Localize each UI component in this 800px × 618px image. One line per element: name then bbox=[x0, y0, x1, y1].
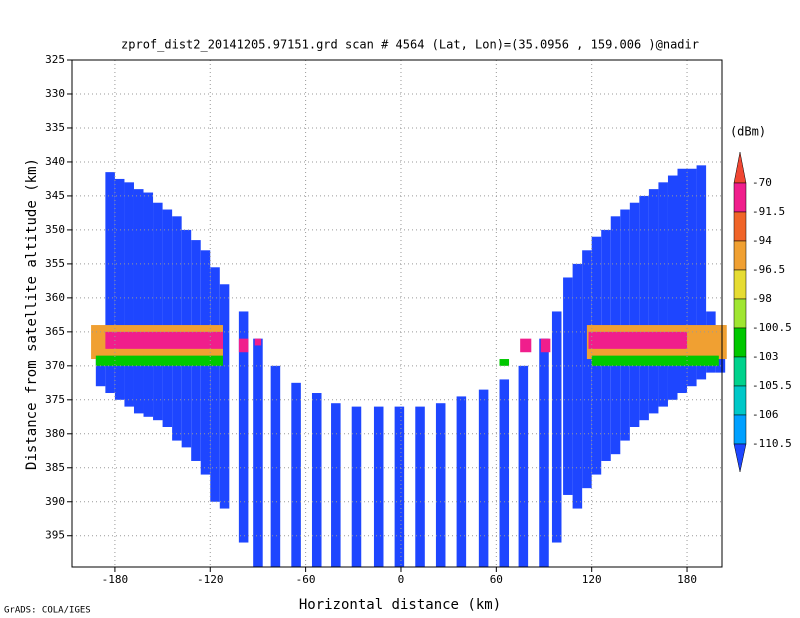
colorbar-label: -94 bbox=[752, 234, 772, 247]
colorbar-segment bbox=[733, 182, 747, 213]
y-tick-label: 335 bbox=[45, 121, 65, 134]
colorbar-segment bbox=[733, 269, 747, 300]
data-column bbox=[270, 365, 281, 567]
colorbar-top bbox=[733, 151, 747, 184]
colorbar-label: -110.5 bbox=[752, 437, 792, 450]
data-column bbox=[311, 393, 322, 567]
data-column bbox=[629, 202, 640, 427]
data-column bbox=[639, 195, 649, 421]
y-tick-label: 380 bbox=[45, 427, 65, 440]
data-column bbox=[551, 311, 562, 543]
chart-title: zprof_dist2_20141205.97151.grd scan # 45… bbox=[121, 38, 699, 52]
data-column bbox=[124, 182, 134, 407]
data-column bbox=[373, 406, 384, 567]
data-column bbox=[351, 406, 362, 567]
reflectivity-band bbox=[540, 338, 551, 353]
data-column bbox=[162, 209, 173, 427]
colorbar-segment bbox=[733, 385, 747, 416]
y-tick-label: 325 bbox=[45, 53, 65, 66]
data-column bbox=[582, 250, 592, 489]
colorbar-unit: (dBm) bbox=[730, 125, 766, 139]
y-tick-label: 340 bbox=[45, 155, 65, 168]
reflectivity-band bbox=[591, 355, 719, 366]
x-axis-label: Horizontal distance (km) bbox=[299, 597, 501, 613]
colorbar-segment bbox=[733, 356, 747, 387]
data-column bbox=[153, 202, 163, 421]
colorbar-segment bbox=[733, 327, 747, 358]
colorbar-segment bbox=[733, 414, 747, 445]
y-tick-label: 370 bbox=[45, 359, 65, 372]
y-tick-label: 375 bbox=[45, 393, 65, 406]
y-tick-label: 330 bbox=[45, 87, 65, 100]
x-tick-label: -180 bbox=[102, 573, 129, 586]
y-axis-label: Distance from satellite altitude (km) bbox=[24, 158, 40, 470]
data-column bbox=[415, 406, 425, 567]
footnote: GrADS: COLA/IGES bbox=[4, 606, 91, 616]
x-tick-label: 0 bbox=[398, 573, 405, 586]
data-column bbox=[114, 178, 125, 400]
colorbar-label: -96.5 bbox=[752, 263, 785, 276]
data-column bbox=[572, 263, 583, 509]
reflectivity-band bbox=[588, 331, 688, 349]
data-column bbox=[331, 403, 341, 567]
data-column bbox=[667, 175, 678, 400]
reflectivity-band bbox=[520, 338, 532, 353]
reflectivity-band bbox=[105, 331, 223, 349]
colorbar-label: -91.5 bbox=[752, 205, 785, 218]
plot-frame bbox=[71, 59, 723, 568]
data-column bbox=[133, 189, 144, 414]
colorbar-label: -103 bbox=[752, 350, 779, 363]
y-tick-label: 390 bbox=[45, 495, 65, 508]
data-column bbox=[539, 338, 549, 567]
reflectivity-band bbox=[254, 338, 262, 346]
y-tick-label: 365 bbox=[45, 325, 65, 338]
data-column bbox=[648, 189, 659, 414]
data-column bbox=[687, 168, 697, 387]
y-tick-label: 345 bbox=[45, 189, 65, 202]
data-column bbox=[456, 396, 467, 567]
data-column bbox=[499, 379, 510, 567]
colorbar-segment bbox=[733, 211, 747, 242]
colorbar-label: -70 bbox=[752, 176, 772, 189]
colorbar-label: -98 bbox=[752, 292, 772, 305]
data-column bbox=[210, 267, 220, 502]
y-tick-label: 355 bbox=[45, 257, 65, 270]
data-column bbox=[253, 338, 263, 567]
colorbar-label: -106 bbox=[752, 408, 779, 421]
y-tick-label: 350 bbox=[45, 223, 65, 236]
data-column bbox=[291, 382, 301, 567]
data-column bbox=[238, 311, 249, 543]
data-column bbox=[563, 277, 573, 495]
x-tick-label: -60 bbox=[296, 573, 316, 586]
x-tick-label: 120 bbox=[582, 573, 602, 586]
colorbar-segment bbox=[733, 298, 747, 329]
data-column bbox=[143, 192, 154, 417]
data-column bbox=[677, 168, 688, 394]
data-column bbox=[658, 182, 668, 407]
y-tick-label: 385 bbox=[45, 461, 65, 474]
colorbar-label: -105.5 bbox=[752, 379, 792, 392]
y-tick-label: 395 bbox=[45, 529, 65, 542]
reflectivity-band bbox=[499, 359, 510, 366]
data-column bbox=[105, 172, 115, 394]
colorbar-label: -100.5 bbox=[752, 321, 792, 334]
data-column bbox=[478, 389, 489, 567]
y-tick-label: 360 bbox=[45, 291, 65, 304]
x-tick-label: -120 bbox=[197, 573, 224, 586]
x-tick-label: 60 bbox=[490, 573, 503, 586]
x-tick-label: 180 bbox=[677, 573, 697, 586]
colorbar-segment bbox=[733, 240, 747, 271]
reflectivity-band bbox=[95, 355, 223, 366]
data-column bbox=[435, 403, 446, 567]
data-column bbox=[696, 165, 707, 380]
data-column bbox=[394, 406, 405, 567]
data-column bbox=[219, 284, 230, 509]
reflectivity-band bbox=[238, 338, 249, 353]
colorbar-bottom bbox=[733, 443, 747, 473]
data-column bbox=[518, 365, 529, 567]
